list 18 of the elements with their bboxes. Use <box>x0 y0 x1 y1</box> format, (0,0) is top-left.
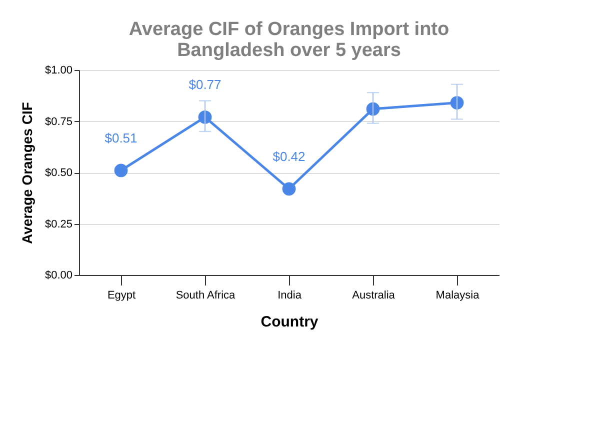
x-tick-label: Malaysia <box>436 290 480 302</box>
chart-title: Average CIF of Oranges Import into Bangladesh over 5 years <box>128 19 450 61</box>
x-tick-label: Egypt <box>107 290 136 302</box>
data-label: $0.51 <box>104 130 138 146</box>
y-tick-label: $1.00 <box>44 64 72 76</box>
x-tick-label: Australia <box>352 290 396 302</box>
y-axis-title: Average Oranges CIF <box>18 102 35 244</box>
y-tick-label: $0.00 <box>44 270 72 282</box>
data-label: $0.77 <box>188 77 222 92</box>
point <box>114 164 128 178</box>
x-tick-label: India <box>278 290 302 302</box>
point <box>282 182 296 196</box>
y-tick-label: $0.50 <box>44 167 72 179</box>
data-label: $0.42 <box>272 148 306 164</box>
y-tick-label: $0.75 <box>44 116 72 128</box>
y-tick-label: $0.25 <box>44 218 72 230</box>
x-tick-label: South Africa <box>176 290 236 302</box>
x-axis-title: Country <box>260 314 319 330</box>
